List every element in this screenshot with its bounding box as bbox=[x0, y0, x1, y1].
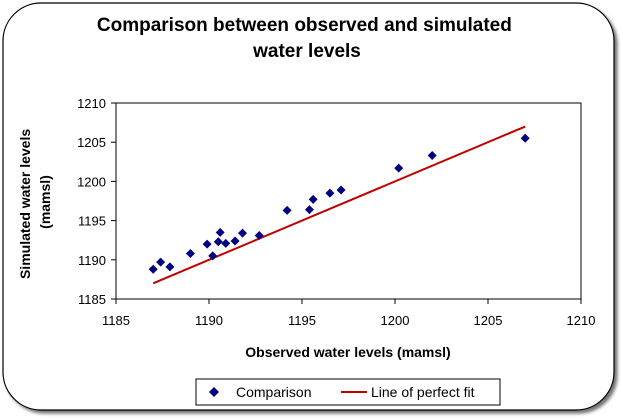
y-tick-label: 1210 bbox=[77, 96, 106, 111]
comparison-point bbox=[230, 236, 240, 246]
series-layer bbox=[148, 125, 530, 285]
comparison-point bbox=[325, 188, 335, 198]
legend-perfect-fit-label: Line of perfect fit bbox=[371, 384, 475, 400]
comparison-point bbox=[308, 194, 318, 204]
x-tick-label: 1205 bbox=[474, 313, 503, 328]
comparison-point bbox=[148, 264, 158, 274]
y-axis-label-line-2: (mamsl) bbox=[37, 175, 53, 229]
comparison-point bbox=[156, 257, 166, 267]
comparison-point bbox=[394, 163, 404, 173]
y-tick-label: 1185 bbox=[78, 292, 106, 307]
legend: Comparison Line of perfect fit bbox=[195, 378, 501, 406]
chart-title: Comparison between observed and simulate… bbox=[97, 15, 517, 62]
comparison-point bbox=[237, 228, 247, 238]
comparison-point bbox=[185, 249, 195, 259]
comparison-point bbox=[427, 151, 437, 161]
x-tick-label: 1190 bbox=[195, 313, 223, 328]
y-tick-label: 1195 bbox=[78, 214, 106, 229]
y-axis-ticks: 1185 1190 1195 1200 1205 1210 bbox=[77, 96, 116, 307]
y-tick-label: 1200 bbox=[77, 174, 106, 189]
legend-comparison-marker bbox=[209, 387, 219, 397]
x-axis-label: Observed water levels (mamsl) bbox=[245, 344, 450, 360]
comparison-point bbox=[221, 238, 231, 248]
x-axis-ticks: 1185 1190 1195 1200 1205 1210 bbox=[102, 299, 595, 328]
x-tick-label: 1195 bbox=[288, 313, 316, 328]
comparison-point bbox=[202, 239, 212, 249]
comparison-point bbox=[282, 205, 292, 215]
comparison-point bbox=[254, 230, 264, 240]
chart-title-line-1: Comparison between observed and simulate… bbox=[97, 15, 512, 36]
x-tick-label: 1210 bbox=[567, 313, 596, 328]
y-tick-label: 1205 bbox=[77, 135, 106, 150]
y-tick-label: 1190 bbox=[78, 253, 106, 268]
comparison-point bbox=[165, 262, 175, 272]
x-tick-label: 1185 bbox=[102, 313, 130, 328]
comparison-point bbox=[304, 205, 314, 215]
comparison-point bbox=[208, 251, 218, 261]
y-axis-label: Simulated water levels (mamsl) bbox=[17, 125, 53, 279]
comparison-point bbox=[336, 185, 346, 195]
comparison-point bbox=[215, 227, 225, 237]
x-tick-label: 1200 bbox=[381, 313, 410, 328]
comparison-point bbox=[213, 237, 223, 247]
chart-title-line-2: water levels bbox=[252, 41, 361, 62]
legend-comparison-label: Comparison bbox=[236, 384, 311, 400]
y-axis-label-group: Simulated water levels (mamsl) bbox=[17, 125, 53, 279]
y-axis-label-line-1: Simulated water levels bbox=[17, 129, 33, 279]
comparison-point bbox=[520, 133, 530, 143]
